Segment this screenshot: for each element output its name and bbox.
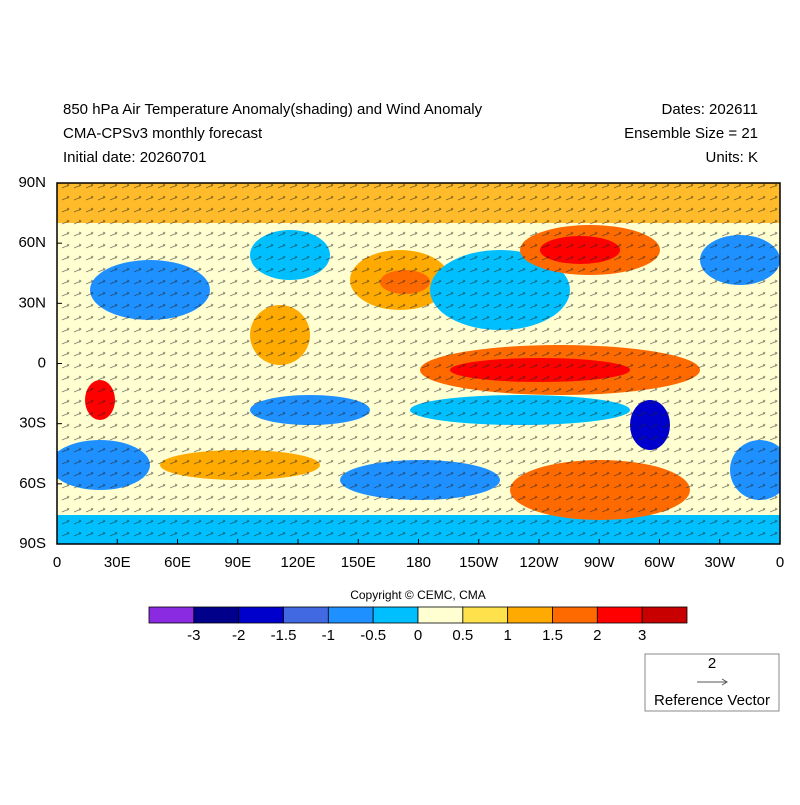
colorbar-swatch xyxy=(507,606,553,624)
reference-label: Reference Vector xyxy=(654,692,770,709)
lat-label: 30N xyxy=(18,294,46,311)
reference-arrow xyxy=(697,678,728,686)
colorbar-swatch xyxy=(641,606,688,624)
colorbar-label: -0.5 xyxy=(360,627,386,644)
initial-date: Initial date: 20260701 xyxy=(63,149,206,166)
colorbar-swatch xyxy=(372,606,419,624)
map-field xyxy=(57,183,780,544)
lon-label: 120E xyxy=(280,554,315,571)
colorbar-label: 3 xyxy=(638,627,646,644)
colorbar-label: 1.5 xyxy=(542,627,563,644)
lon-label: 60W xyxy=(644,554,676,571)
lat-label: 90N xyxy=(18,174,46,191)
lat-label: 90S xyxy=(19,535,46,552)
lon-label: 30E xyxy=(104,554,131,571)
lon-label: 0 xyxy=(53,554,61,571)
subtitle: CMA-CPSv3 monthly forecast xyxy=(63,125,263,142)
lon-label: 150W xyxy=(459,554,499,571)
colorbar-label: 0.5 xyxy=(452,627,473,644)
colorbar-label: 2 xyxy=(593,627,601,644)
colorbar-label: -1 xyxy=(322,627,335,644)
colorbar-label: -1.5 xyxy=(271,627,297,644)
lon-label: 30W xyxy=(704,554,736,571)
lat-label: 60N xyxy=(18,234,46,251)
colorbar-swatch xyxy=(148,606,195,624)
units: Units: K xyxy=(705,149,758,166)
colorbar-swatch xyxy=(193,606,240,624)
colorbar-label: -3 xyxy=(187,627,200,644)
colorbar-swatch xyxy=(552,606,598,624)
colorbar-swatch xyxy=(283,606,329,624)
colorbar-swatch xyxy=(462,606,509,624)
lat-label: 60S xyxy=(19,475,46,492)
colorbar-label: 1 xyxy=(503,627,511,644)
colorbar-swatch xyxy=(417,606,464,624)
lon-label: 0 xyxy=(776,554,784,571)
title: 850 hPa Air Temperature Anomaly(shading)… xyxy=(63,101,483,118)
lat-label: 30S xyxy=(19,415,46,432)
lon-label: 180 xyxy=(406,554,431,571)
lon-label: 120W xyxy=(519,554,559,571)
colorbar-label: 0 xyxy=(414,627,422,644)
ensemble-size: Ensemble Size = 21 xyxy=(624,125,758,142)
colorbar-swatch xyxy=(238,606,284,624)
lon-label: 150E xyxy=(341,554,376,571)
lat-label: 0 xyxy=(38,354,46,371)
dates: Dates: 202611 xyxy=(662,101,758,118)
colorbar-label: -2 xyxy=(232,627,245,644)
lon-label: 90E xyxy=(224,554,251,571)
lon-label: 90W xyxy=(584,554,616,571)
lon-label: 60E xyxy=(164,554,191,571)
colorbar-swatch xyxy=(596,606,643,624)
colorbar-swatch xyxy=(327,606,374,624)
copyright: Copyright © CEMC, CMA xyxy=(350,588,486,602)
reference-magnitude: 2 xyxy=(708,655,716,672)
